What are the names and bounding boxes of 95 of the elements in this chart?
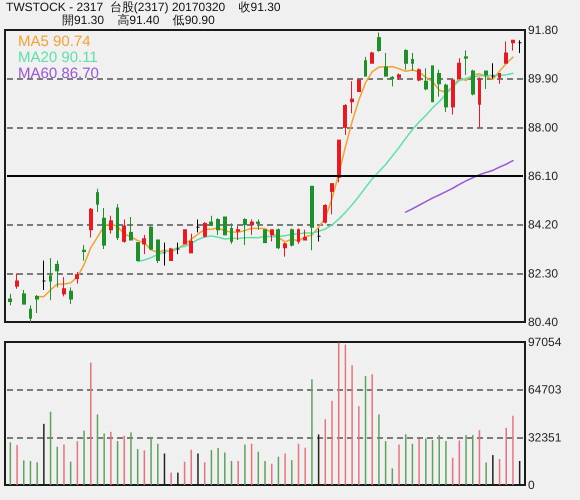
candlestick <box>417 68 421 82</box>
candlestick <box>317 228 321 242</box>
candlestick <box>109 215 113 234</box>
candlestick <box>15 272 19 290</box>
candlestick <box>431 65 434 102</box>
candlestick <box>270 229 274 242</box>
candlestick <box>471 69 475 96</box>
candlestick <box>89 208 93 238</box>
candlestick <box>484 70 488 90</box>
candlestick <box>209 215 213 226</box>
candlestick <box>411 52 414 72</box>
candlestick <box>518 40 522 54</box>
candlestick <box>478 76 481 128</box>
candlestick <box>256 219 260 230</box>
candlestick <box>216 218 220 236</box>
y-tick-label: 82.30 <box>528 266 558 280</box>
candlestick <box>149 225 153 251</box>
y-tick-label: 84.20 <box>528 218 558 232</box>
candlestick <box>75 272 79 284</box>
line-series <box>404 160 514 213</box>
candlestick <box>236 225 240 241</box>
candlestick <box>504 41 508 64</box>
candlestick <box>22 289 26 305</box>
candlestick <box>8 293 12 306</box>
candlestick <box>55 260 59 288</box>
candlestick <box>102 208 106 250</box>
candlestick <box>357 78 361 92</box>
candlestick <box>122 219 126 244</box>
candlestick <box>276 228 280 250</box>
candlestick <box>223 216 227 236</box>
candlestick <box>250 219 254 236</box>
candlestick <box>42 260 46 290</box>
candlestick <box>183 229 187 244</box>
candlestick <box>451 78 455 116</box>
y-tick-label: 91.80 <box>528 23 558 37</box>
text: MA60 86.70 <box>18 65 99 82</box>
candlestick <box>290 228 294 247</box>
candlestick <box>390 76 394 87</box>
candlestick <box>303 229 307 241</box>
candlestick <box>62 276 66 297</box>
candlestick <box>129 216 133 241</box>
text: MA20 90.11 <box>18 49 98 66</box>
candlestick <box>169 247 173 262</box>
candlestick <box>297 228 300 244</box>
candlestick <box>364 56 367 77</box>
candlestick <box>196 219 200 233</box>
candlestick <box>49 257 52 301</box>
candlestick <box>176 242 180 255</box>
candlestick <box>343 104 347 136</box>
candlestick <box>203 222 207 238</box>
candlestick <box>82 244 86 262</box>
candlestick <box>370 51 374 64</box>
candlestick <box>136 242 140 262</box>
chart-title: TWSTOCK - 2317 台股(2317) 20170320 收91.30 <box>6 0 281 14</box>
candlestick <box>337 140 341 183</box>
y-tick-label: 97054 <box>528 335 562 349</box>
candlestick <box>350 80 354 114</box>
y-tick-label: 89.90 <box>528 72 558 86</box>
candlestick <box>437 69 441 98</box>
candlestick <box>243 218 247 246</box>
candlestick <box>464 50 468 76</box>
candlestick <box>498 73 501 84</box>
text: MA5 90.74 <box>18 33 91 50</box>
candlestick <box>323 204 327 224</box>
candlestick <box>283 242 287 258</box>
candlestick <box>142 234 146 255</box>
candlestick <box>163 242 166 266</box>
candlestick <box>116 204 119 241</box>
candlestick <box>511 40 515 51</box>
candlestick <box>384 52 388 77</box>
y-tick-label: 86.10 <box>528 169 558 183</box>
chart-subtitle: 開91.30 高91.40 低90.90 <box>62 13 216 27</box>
candlestick <box>69 286 73 305</box>
candlestick <box>35 294 39 314</box>
candlestick <box>424 68 428 91</box>
candlestick <box>491 62 495 80</box>
candlestick <box>310 186 314 251</box>
candlestick <box>404 48 408 70</box>
y-tick-label: 32351 <box>528 430 562 444</box>
candlestick <box>263 229 267 244</box>
candlestick <box>457 58 461 80</box>
line-series <box>136 72 514 262</box>
candlestick <box>189 233 193 254</box>
y-tick-label: 64703 <box>528 382 562 397</box>
candlestick <box>330 183 334 215</box>
candlestick <box>397 73 401 80</box>
candlestick <box>377 32 381 52</box>
candlestick <box>156 240 160 264</box>
y-tick-label: 88.00 <box>528 120 558 134</box>
candlestick <box>444 83 448 112</box>
candlestick <box>96 188 99 212</box>
y-tick-label: 80.40 <box>528 315 558 329</box>
candlestick <box>230 222 233 244</box>
candlestick <box>29 304 32 322</box>
y-tick-label: 0 <box>528 478 535 492</box>
